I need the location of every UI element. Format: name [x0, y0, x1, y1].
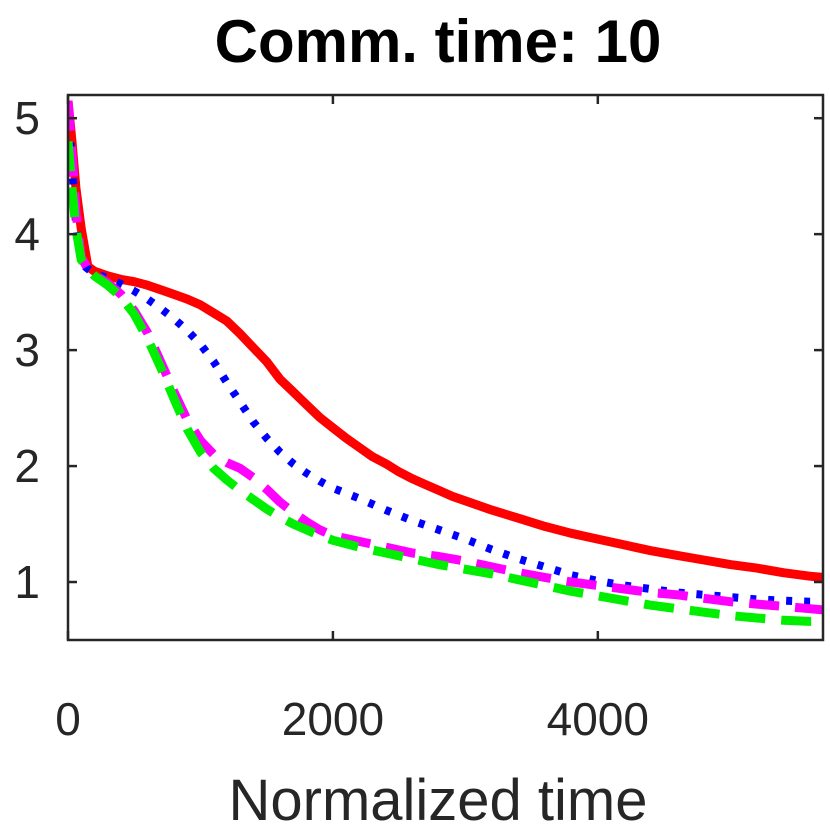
series-layer [68, 100, 823, 626]
axes-layer [66, 93, 825, 642]
ticks-layer: 0 2000 4000 1 2 3 4 5 [14, 92, 823, 745]
x-tick-label: 0 [55, 693, 81, 745]
series-line-3 [68, 100, 823, 615]
y-tick-label: 1 [14, 556, 40, 608]
x-tick-label: 2000 [282, 693, 384, 745]
series-line-2 [68, 106, 823, 606]
y-tick-label: 5 [14, 92, 40, 144]
series-line-4 [68, 141, 823, 626]
y-tick-label: 4 [14, 208, 40, 260]
x-tick-label: 4000 [547, 693, 649, 745]
chart-title: Comm. time: 10 [215, 8, 662, 75]
y-tick-label: 2 [14, 440, 40, 492]
series-line-1 [68, 100, 823, 582]
x-axis-label: Normalized time [229, 768, 648, 830]
y-tick-label: 3 [14, 324, 40, 376]
plot-frame [66, 93, 825, 642]
